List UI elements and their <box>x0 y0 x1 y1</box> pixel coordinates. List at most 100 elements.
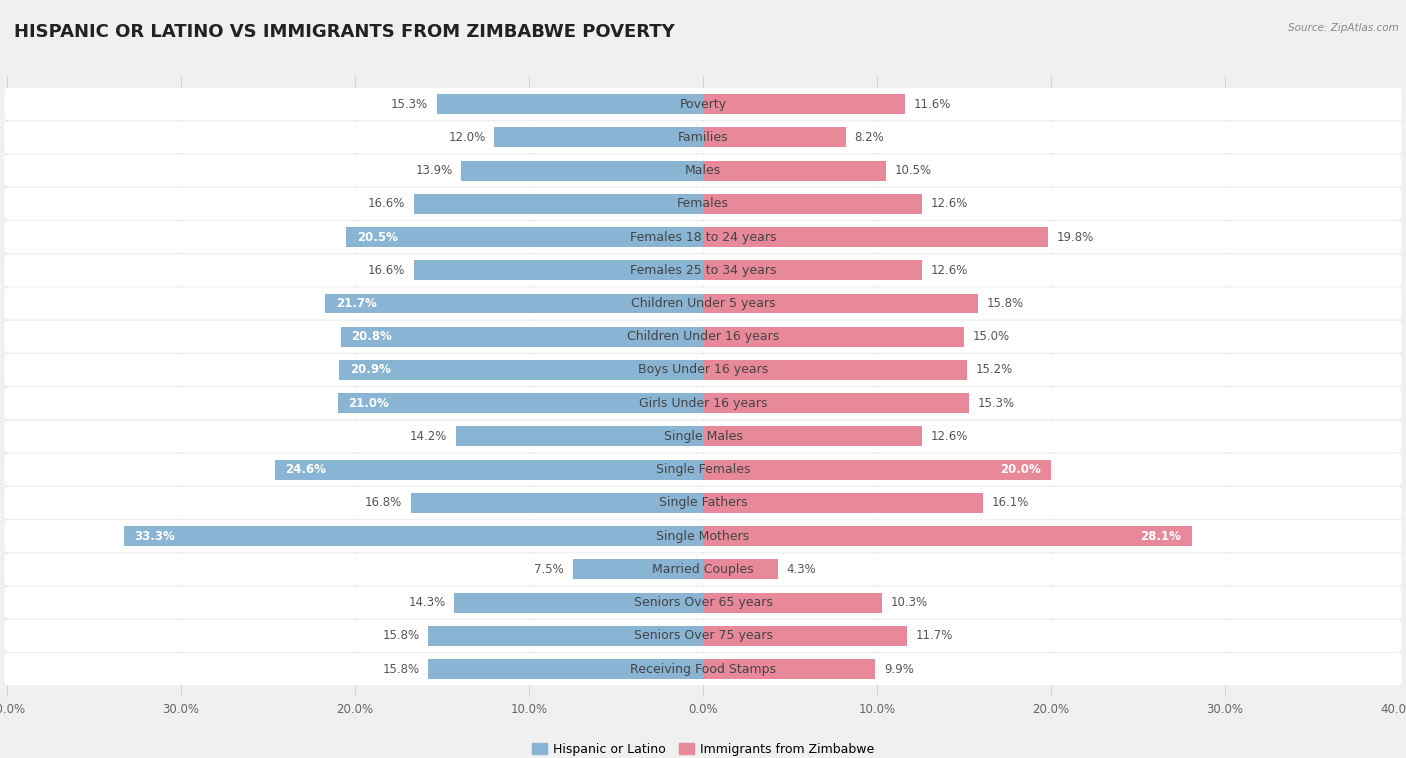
Bar <box>703 161 886 180</box>
Bar <box>495 127 703 147</box>
FancyBboxPatch shape <box>4 587 1402 619</box>
Text: 20.9%: 20.9% <box>350 363 391 377</box>
Text: Poverty: Poverty <box>679 98 727 111</box>
Text: Girls Under 16 years: Girls Under 16 years <box>638 396 768 410</box>
Bar <box>703 127 845 147</box>
Text: 13.9%: 13.9% <box>415 164 453 177</box>
Legend: Hispanic or Latino, Immigrants from Zimbabwe: Hispanic or Latino, Immigrants from Zimb… <box>527 738 879 758</box>
Bar <box>346 227 703 247</box>
Text: 11.7%: 11.7% <box>915 629 953 642</box>
FancyBboxPatch shape <box>4 88 1402 120</box>
Text: 15.8%: 15.8% <box>987 297 1024 310</box>
Text: 21.0%: 21.0% <box>349 396 389 410</box>
Text: 14.3%: 14.3% <box>408 596 446 609</box>
Bar <box>276 459 703 480</box>
FancyBboxPatch shape <box>4 620 1402 652</box>
Text: 12.6%: 12.6% <box>931 264 969 277</box>
Text: 10.3%: 10.3% <box>891 596 928 609</box>
Text: 15.8%: 15.8% <box>382 629 419 642</box>
Text: Families: Families <box>678 131 728 144</box>
FancyBboxPatch shape <box>4 387 1402 419</box>
Bar <box>703 427 922 446</box>
Text: 4.3%: 4.3% <box>786 563 817 576</box>
Text: Females 18 to 24 years: Females 18 to 24 years <box>630 230 776 243</box>
Text: Source: ZipAtlas.com: Source: ZipAtlas.com <box>1288 23 1399 33</box>
Text: Children Under 5 years: Children Under 5 years <box>631 297 775 310</box>
Text: 16.8%: 16.8% <box>364 496 402 509</box>
FancyBboxPatch shape <box>4 121 1402 153</box>
Text: 9.9%: 9.9% <box>884 662 914 675</box>
Text: 20.0%: 20.0% <box>1000 463 1040 476</box>
Bar <box>703 260 922 280</box>
Text: 8.2%: 8.2% <box>855 131 884 144</box>
FancyBboxPatch shape <box>4 287 1402 319</box>
Bar <box>124 526 703 546</box>
Text: 16.1%: 16.1% <box>991 496 1029 509</box>
Bar <box>411 493 703 513</box>
Text: 12.6%: 12.6% <box>931 430 969 443</box>
Bar <box>437 94 703 114</box>
Bar <box>342 327 703 346</box>
FancyBboxPatch shape <box>4 321 1402 352</box>
Text: Seniors Over 65 years: Seniors Over 65 years <box>634 596 772 609</box>
FancyBboxPatch shape <box>4 155 1402 186</box>
Bar <box>703 459 1052 480</box>
FancyBboxPatch shape <box>4 354 1402 386</box>
Text: Males: Males <box>685 164 721 177</box>
Bar <box>703 327 965 346</box>
FancyBboxPatch shape <box>4 487 1402 519</box>
Bar <box>703 659 876 679</box>
Text: Single Mothers: Single Mothers <box>657 530 749 543</box>
Text: Females 25 to 34 years: Females 25 to 34 years <box>630 264 776 277</box>
Text: 15.2%: 15.2% <box>976 363 1014 377</box>
Bar <box>703 227 1047 247</box>
Text: Children Under 16 years: Children Under 16 years <box>627 330 779 343</box>
Bar <box>456 427 703 446</box>
Bar <box>325 293 703 314</box>
Text: 24.6%: 24.6% <box>285 463 326 476</box>
Text: 15.3%: 15.3% <box>979 396 1015 410</box>
Text: 28.1%: 28.1% <box>1140 530 1181 543</box>
Bar <box>454 593 703 612</box>
Bar <box>703 293 979 314</box>
Bar <box>703 493 983 513</box>
Text: HISPANIC OR LATINO VS IMMIGRANTS FROM ZIMBABWE POVERTY: HISPANIC OR LATINO VS IMMIGRANTS FROM ZI… <box>14 23 675 41</box>
FancyBboxPatch shape <box>4 221 1402 253</box>
Text: 12.6%: 12.6% <box>931 197 969 210</box>
Text: Single Males: Single Males <box>664 430 742 443</box>
Bar <box>337 393 703 413</box>
FancyBboxPatch shape <box>4 454 1402 486</box>
Text: 33.3%: 33.3% <box>134 530 174 543</box>
Bar <box>427 626 703 646</box>
Bar <box>427 659 703 679</box>
FancyBboxPatch shape <box>4 653 1402 685</box>
Text: 14.2%: 14.2% <box>411 430 447 443</box>
Bar <box>415 260 703 280</box>
Bar <box>703 360 967 380</box>
Text: 11.6%: 11.6% <box>914 98 950 111</box>
FancyBboxPatch shape <box>4 553 1402 585</box>
Bar <box>703 194 922 214</box>
Text: 10.5%: 10.5% <box>894 164 932 177</box>
Text: 15.8%: 15.8% <box>382 662 419 675</box>
Text: 21.7%: 21.7% <box>336 297 377 310</box>
Text: 16.6%: 16.6% <box>368 197 405 210</box>
Text: Boys Under 16 years: Boys Under 16 years <box>638 363 768 377</box>
FancyBboxPatch shape <box>4 254 1402 287</box>
Bar <box>703 559 778 579</box>
Text: 7.5%: 7.5% <box>534 563 564 576</box>
Text: 19.8%: 19.8% <box>1056 230 1094 243</box>
Bar <box>415 194 703 214</box>
Text: 20.5%: 20.5% <box>357 230 398 243</box>
Bar <box>703 94 905 114</box>
Bar <box>572 559 703 579</box>
Text: Seniors Over 75 years: Seniors Over 75 years <box>634 629 772 642</box>
Text: 20.8%: 20.8% <box>352 330 392 343</box>
FancyBboxPatch shape <box>4 188 1402 220</box>
Text: Receiving Food Stamps: Receiving Food Stamps <box>630 662 776 675</box>
Text: 12.0%: 12.0% <box>449 131 485 144</box>
Text: 15.0%: 15.0% <box>973 330 1010 343</box>
FancyBboxPatch shape <box>4 520 1402 552</box>
Bar <box>703 593 882 612</box>
Bar <box>339 360 703 380</box>
